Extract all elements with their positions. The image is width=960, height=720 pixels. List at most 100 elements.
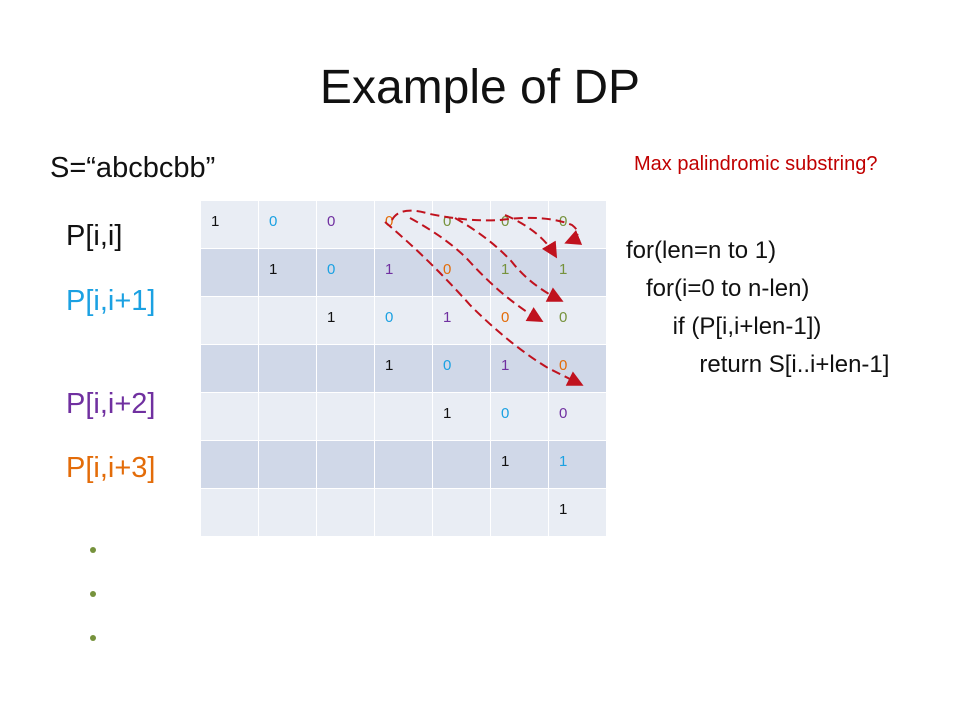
cell-value: 0: [443, 213, 452, 230]
code-line: for(i=0 to n-len): [626, 275, 810, 302]
table-cell: 0: [374, 296, 433, 345]
table-cell: 1: [374, 248, 433, 297]
table-cell: [432, 488, 491, 537]
cell-value: 0: [501, 309, 510, 326]
table-cell: [316, 392, 375, 441]
cell-value: 1: [443, 405, 452, 422]
table-cell: 1: [258, 248, 317, 297]
cell-value: 1: [501, 261, 510, 278]
cell-value: 1: [269, 261, 278, 278]
table-cell: [316, 344, 375, 393]
cell-value: 0: [327, 213, 336, 230]
cell-value: 0: [559, 357, 568, 374]
slide-title: Example of DP: [319, 61, 641, 114]
cell-value: 1: [501, 357, 510, 374]
table-cell: [258, 392, 317, 441]
table-cell: 1: [490, 440, 549, 489]
cell-value: 1: [385, 261, 394, 278]
table-cell: 1: [490, 344, 549, 393]
table-cell: [200, 248, 259, 297]
table-cell: 0: [316, 200, 375, 249]
table-cell: [258, 488, 317, 537]
cell-value: 1: [559, 261, 568, 278]
cell-value: 0: [501, 213, 510, 230]
table-cell: 1: [490, 248, 549, 297]
code-line: if (P[i,i+len-1]): [626, 313, 822, 340]
cell-value: 0: [327, 261, 336, 278]
question-text: Max palindromic substring?: [634, 153, 878, 175]
table-cell: [374, 488, 433, 537]
table-row: 1 0 1 0 1 1: [200, 248, 607, 297]
table-row: 1 0 1 0 0: [200, 296, 607, 345]
ellipsis-dot: [90, 635, 96, 641]
table-row: 1 0 0: [200, 392, 607, 441]
table-cell: [200, 296, 259, 345]
table-cell: 1: [548, 488, 607, 537]
table-cell: [490, 488, 549, 537]
ellipsis-dot: [90, 591, 96, 597]
cell-value: 1: [327, 309, 336, 326]
label-p-i-i: P[i,i]: [66, 220, 123, 252]
cell-value: 1: [559, 453, 568, 470]
cell-value: 0: [559, 405, 568, 422]
table-cell: 1: [316, 296, 375, 345]
table-cell: 1: [374, 344, 433, 393]
table-cell: 0: [548, 344, 607, 393]
table-cell: [200, 344, 259, 393]
table-cell: 0: [432, 200, 491, 249]
table-cell: [374, 392, 433, 441]
label-p-i-i3: P[i,i+3]: [66, 452, 156, 484]
cell-value: 0: [559, 213, 568, 230]
table-cell: 0: [548, 200, 607, 249]
table-cell: [316, 440, 375, 489]
cell-value: 0: [501, 405, 510, 422]
ellipsis-dot: [90, 547, 96, 553]
table-cell: 0: [432, 344, 491, 393]
cell-value: 0: [443, 357, 452, 374]
cell-value: 1: [501, 453, 510, 470]
table-cell: [200, 488, 259, 537]
table-cell: 0: [490, 200, 549, 249]
cell-value: 1: [385, 357, 394, 374]
table-cell: [432, 440, 491, 489]
cell-value: 0: [385, 309, 394, 326]
table-row: 1 0 0 0 0 0 0: [200, 200, 607, 249]
code-line: return S[i..i+len-1]: [626, 351, 890, 378]
table-cell: [200, 392, 259, 441]
table-cell: 0: [490, 296, 549, 345]
table-cell: 1: [548, 440, 607, 489]
code-line: for(len=n to 1): [626, 237, 777, 264]
table-cell: [374, 440, 433, 489]
table-cell: 1: [432, 392, 491, 441]
label-p-i-i2: P[i,i+2]: [66, 388, 156, 420]
string-definition: S=“abcbcbb”: [50, 152, 216, 184]
label-p-i-i1: P[i,i+1]: [66, 285, 156, 317]
cell-value: 0: [269, 213, 278, 230]
cell-value: 1: [559, 501, 568, 518]
table-cell: 1: [432, 296, 491, 345]
table-cell: [258, 344, 317, 393]
cell-value: 1: [443, 309, 452, 326]
table-cell: 0: [548, 392, 607, 441]
table-cell: 1: [548, 248, 607, 297]
table-cell: 0: [374, 200, 433, 249]
table-row: 1: [200, 488, 607, 537]
table-cell: [200, 440, 259, 489]
pseudocode: for(len=n to 1) for(i=0 to n-len) if (P[…: [626, 232, 889, 384]
cell-value: 0: [559, 309, 568, 326]
table-cell: [316, 488, 375, 537]
table-cell: [258, 440, 317, 489]
cell-value: 0: [443, 261, 452, 278]
cell-value: 0: [385, 213, 394, 230]
table-cell: 0: [258, 200, 317, 249]
table-cell: 0: [490, 392, 549, 441]
table-cell: 0: [316, 248, 375, 297]
table-row: 1 0 1 0: [200, 344, 607, 393]
table-cell: [258, 296, 317, 345]
cell-value: 1: [211, 213, 220, 230]
table-cell: 0: [432, 248, 491, 297]
table-cell: 0: [548, 296, 607, 345]
